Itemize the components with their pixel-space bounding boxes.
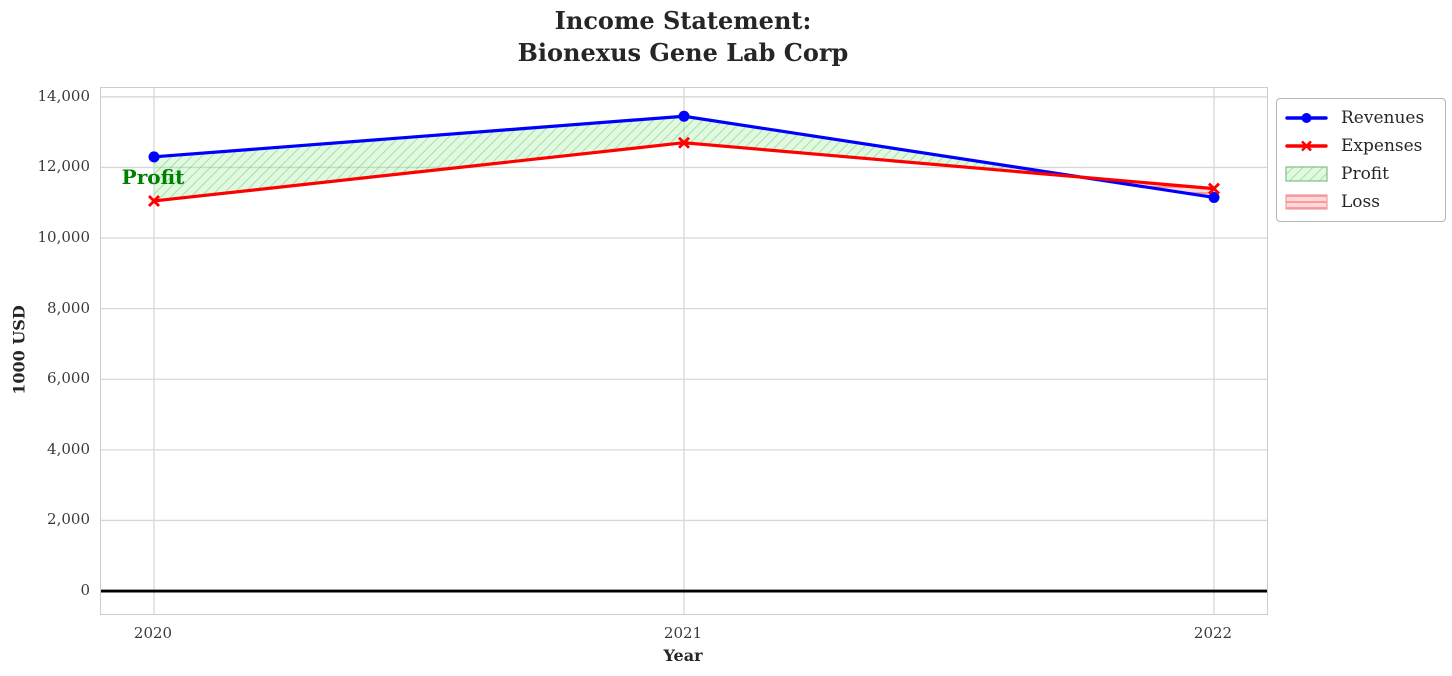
legend-label: Loss: [1341, 192, 1380, 212]
x-tick-label: 2020: [133, 624, 173, 642]
y-tick-label: 8,000: [47, 298, 90, 317]
legend-swatch-revenues: [1285, 109, 1328, 127]
y-tick-label: 10,000: [37, 228, 91, 247]
marker-expenses: [1208, 182, 1220, 195]
fill-hatch-profit: [154, 116, 1081, 201]
legend-label: Expenses: [1341, 136, 1423, 156]
profit-annotation: Profit: [121, 165, 185, 190]
legend-item-profit: Profit: [1285, 160, 1445, 188]
legend-item-revenues: Revenues: [1285, 104, 1445, 132]
plot-area: [100, 87, 1268, 615]
legend-swatch-profit: [1285, 165, 1328, 183]
y-tick-label: 6,000: [47, 369, 90, 388]
x-axis-label: Year: [663, 646, 703, 665]
x-tick-label: 2022: [1193, 624, 1233, 642]
legend: Revenues Expenses Profit Loss: [1276, 98, 1446, 222]
legend-swatch-loss: [1285, 193, 1328, 211]
marker-expenses: [678, 136, 690, 149]
marker-revenues: [1208, 191, 1220, 203]
y-tick-label: 14,000: [37, 86, 91, 105]
legend-item-loss: Loss: [1285, 188, 1445, 216]
marker-revenues: [678, 110, 690, 122]
y-tick-label: 12,000: [37, 157, 91, 176]
y-tick-label: 2,000: [47, 510, 90, 529]
marker-revenues: [148, 151, 160, 163]
legend-label: Revenues: [1341, 108, 1425, 128]
legend-item-expenses: Expenses: [1285, 132, 1445, 160]
x-tick-label: 2021: [663, 624, 703, 642]
legend-label: Profit: [1341, 164, 1389, 184]
legend-swatch-expenses: [1285, 137, 1328, 155]
plot-canvas: [101, 88, 1267, 614]
marker-expenses: [148, 194, 160, 207]
y-tick-label: 4,000: [47, 439, 90, 458]
y-tick-label: 0: [80, 581, 90, 600]
chart-title: Income Statement: Bionexus Gene Lab Corp: [517, 6, 849, 67]
